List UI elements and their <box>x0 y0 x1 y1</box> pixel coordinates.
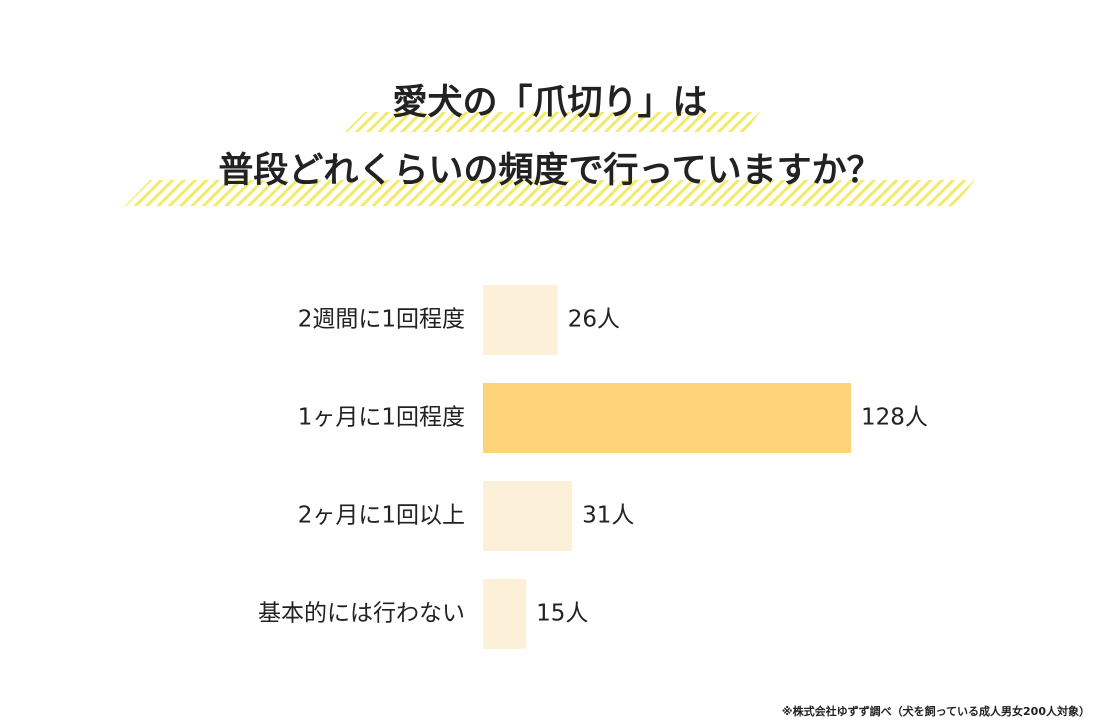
value-label: 26人 <box>568 307 620 333</box>
bar <box>483 285 558 355</box>
chart-title: 普段どれくらいの頻度で行っていますか？ <box>218 150 881 191</box>
value-label: 15人 <box>536 601 588 627</box>
category-label: 1ヶ月に1回程度 <box>298 405 465 431</box>
title-highlight <box>125 180 975 206</box>
chart-title: 愛犬の「爪切り」は <box>392 83 707 123</box>
value-label: 128人 <box>861 405 928 431</box>
value-label: 31人 <box>582 503 634 529</box>
category-label: 2ヶ月に1回以上 <box>298 503 465 529</box>
footnote: ※株式会社ゆずず調べ（犬を飼っている成人男女200人対象） <box>782 704 1090 718</box>
category-label: 2週間に1回程度 <box>298 307 465 333</box>
title-highlight <box>345 112 760 132</box>
bar <box>483 481 573 551</box>
bar <box>483 579 527 649</box>
bar <box>483 383 851 453</box>
category-label: 基本的には行わない <box>258 601 465 627</box>
